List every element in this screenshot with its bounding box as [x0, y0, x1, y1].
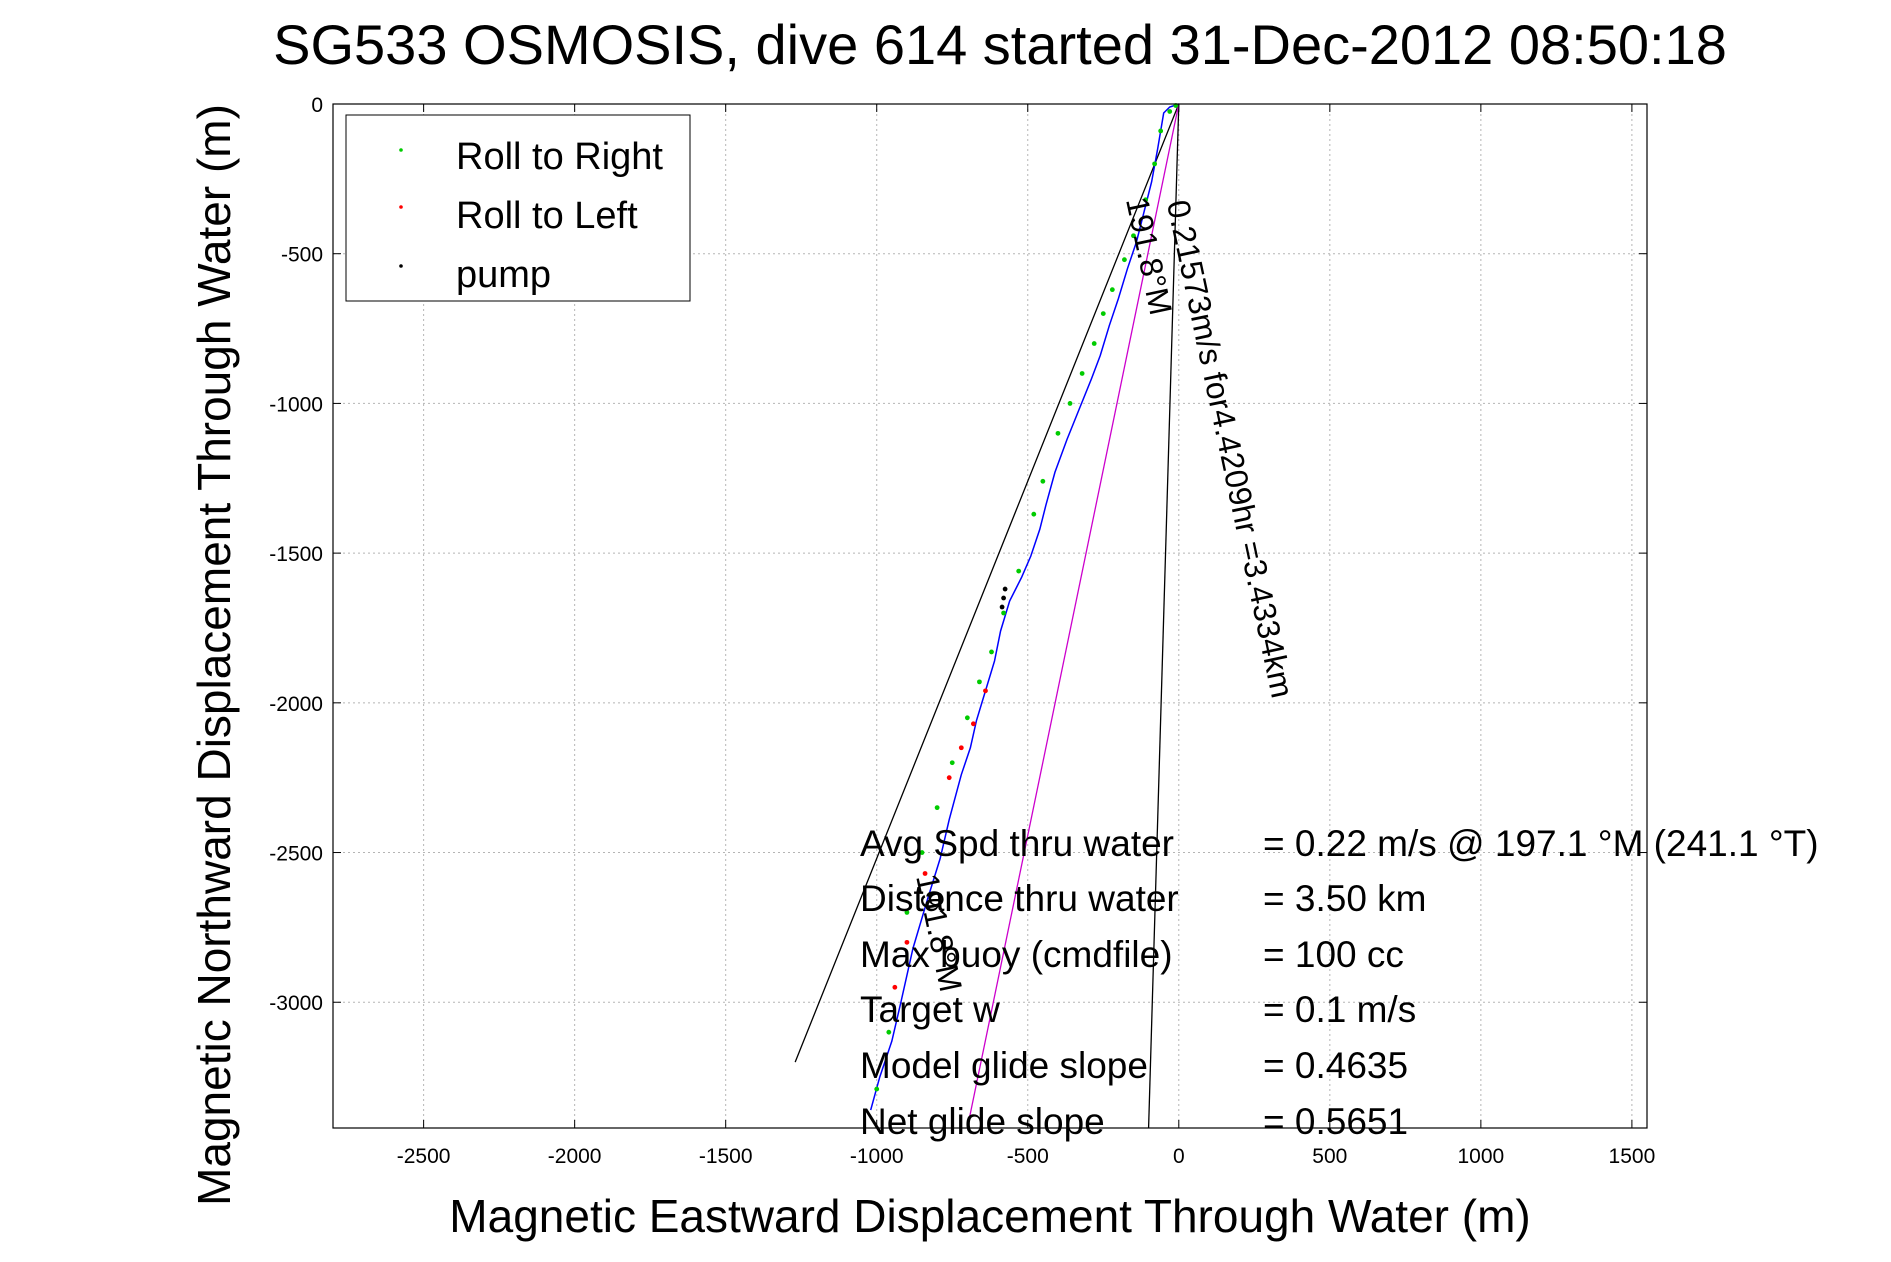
- pump-point: [1001, 595, 1006, 601]
- roll-right-point: [1067, 401, 1073, 406]
- reference-line: [794, 103, 1180, 1063]
- stat-label-net-glide: Net glide slope: [860, 1101, 1105, 1142]
- grid-layer: [333, 103, 1647, 1128]
- x-tick-label: 1000: [1458, 1145, 1505, 1168]
- track-layer: [869, 103, 1180, 1111]
- roll-right-point: [1158, 128, 1164, 134]
- roll-right-point: [1109, 287, 1115, 293]
- x-axis-label: Magnetic Eastward Displacement Through W…: [449, 1190, 1530, 1242]
- legend-marker-roll-right: [399, 148, 403, 152]
- y-tick-label: -2500: [269, 843, 323, 866]
- stat-label-target-w: Target w: [860, 989, 1000, 1030]
- roll-right-point: [1016, 568, 1022, 574]
- roll-right-point: [1055, 430, 1061, 436]
- roll-right-point: [1001, 610, 1006, 616]
- pump-point: [1002, 586, 1008, 592]
- y-tick-label: -1000: [269, 393, 323, 416]
- roll-right-point: [886, 1029, 892, 1035]
- stat-label-distance: Distance thru water: [860, 878, 1179, 919]
- points-layer: [874, 103, 1179, 1092]
- legend-label-roll-right: Roll to Right: [456, 136, 663, 178]
- x-tick-label: -2500: [397, 1145, 451, 1168]
- roll-right-point: [904, 910, 910, 915]
- roll-right-point: [1122, 257, 1127, 263]
- roll-left-point: [922, 871, 928, 876]
- roll-right-point: [919, 850, 925, 855]
- roll-right-point: [1091, 341, 1097, 346]
- x-tick-label: -2000: [548, 1145, 602, 1168]
- stat-label-max-buoy: Max buoy (cmdfile): [860, 934, 1173, 975]
- roll-left-point: [892, 984, 898, 990]
- plot-frame: [332, 103, 1648, 1129]
- roll-right-point: [989, 649, 994, 655]
- legend-marker-roll-left: [399, 205, 403, 209]
- roll-right-point: [949, 760, 955, 766]
- legend-marker-pump: [399, 264, 403, 268]
- roll-right-point: [1152, 161, 1158, 167]
- y-axis-label: Magnetic Northward Displacement Through …: [188, 104, 240, 1206]
- legend-label-pump: pump: [456, 254, 551, 296]
- roll-right-point: [874, 1086, 880, 1092]
- stat-label-model-glide: Model glide slope: [860, 1045, 1148, 1086]
- y-tick-label: -2000: [269, 693, 323, 716]
- stat-label-avg-speed: Avg Spd thru water: [860, 823, 1174, 864]
- roll-right-point: [1167, 109, 1173, 114]
- x-tick-label: 500: [1312, 1145, 1347, 1168]
- roll-right-point: [1143, 197, 1148, 203]
- reference-line: [1147, 103, 1180, 1129]
- y-tick-label: 0: [311, 94, 323, 117]
- chart-title: SG533 OSMOSIS, dive 614 started 31-Dec-2…: [273, 13, 1727, 76]
- roll-right-point: [1079, 371, 1085, 376]
- stat-value-net-glide: = 0.5651: [1263, 1101, 1408, 1142]
- roll-left-point: [904, 939, 910, 945]
- x-tick-label: 0: [1173, 1145, 1185, 1168]
- reference-lines-layer: [794, 103, 1180, 1129]
- reference-line: [966, 103, 1180, 1129]
- stat-value-max-buoy: = 100 cc: [1263, 934, 1404, 975]
- x-tick-label: 1500: [1609, 1145, 1656, 1168]
- roll-left-point: [958, 745, 964, 751]
- x-tick-label: -1000: [850, 1145, 904, 1168]
- legend: Roll to Right Roll to Left pump: [345, 114, 691, 302]
- x-tick-label: -500: [1007, 1145, 1049, 1168]
- roll-left-point: [946, 775, 952, 781]
- roll-right-point: [1031, 511, 1037, 517]
- stat-value-distance: = 3.50 km: [1263, 878, 1427, 919]
- roll-right-point: [934, 805, 940, 811]
- legend-label-roll-left: Roll to Left: [456, 195, 638, 237]
- stat-value-target-w: = 0.1 m/s: [1263, 989, 1416, 1030]
- roll-left-point: [970, 721, 976, 727]
- stats-block: Avg Spd thru water = 0.22 m/s @ 197.1 °M…: [860, 823, 1819, 1142]
- glider-track-line: [869, 103, 1180, 1111]
- x-tick-label: -1500: [699, 1145, 753, 1168]
- roll-right-point: [1100, 311, 1106, 316]
- roll-right-point: [1040, 478, 1046, 484]
- roll-right-point: [977, 679, 982, 685]
- roll-right-point: [1131, 233, 1136, 239]
- ticks-layer: -2500 -2000 -1500 -1000 -500 0 500 1000 1500 0 -50…: [269, 94, 1655, 1168]
- roll-right-point: [964, 715, 970, 721]
- stat-value-avg-speed: = 0.22 m/s @ 197.1 °M (241.1 °T): [1263, 823, 1819, 864]
- stat-value-model-glide: = 0.4635: [1263, 1045, 1408, 1086]
- legend-box: [345, 114, 691, 302]
- y-tick-label: -3000: [269, 992, 323, 1015]
- roll-left-point: [983, 688, 988, 694]
- y-tick-label: -500: [281, 244, 323, 267]
- y-tick-label: -1500: [269, 543, 323, 566]
- pump-point: [999, 604, 1005, 610]
